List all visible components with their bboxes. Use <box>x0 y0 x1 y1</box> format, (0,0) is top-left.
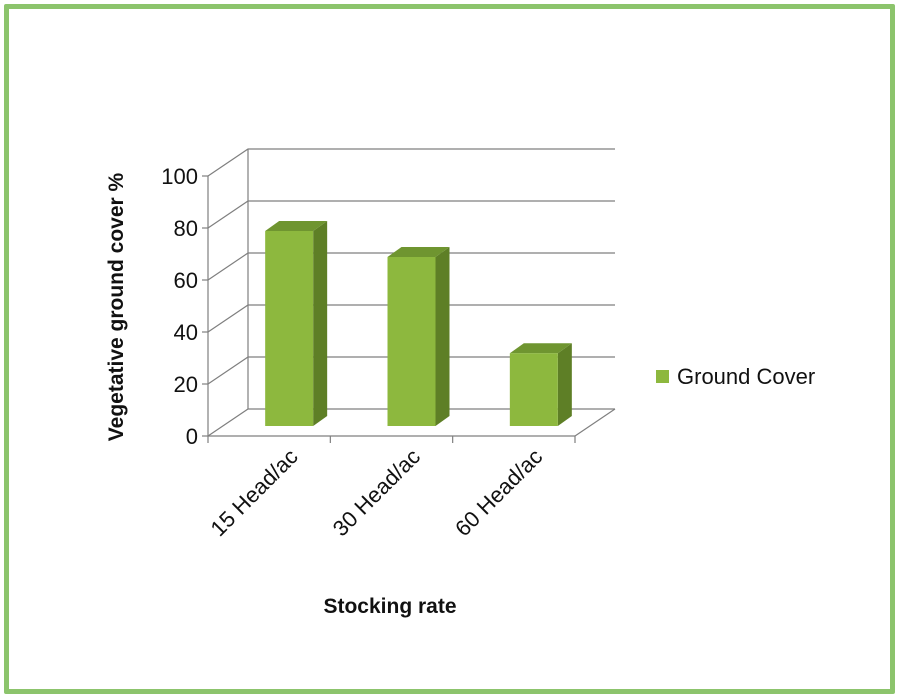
gridline <box>207 148 615 177</box>
y-tick-label: 0 <box>186 424 198 449</box>
bar-top <box>387 247 450 257</box>
y-tick-label: 100 <box>161 164 198 189</box>
bar-side <box>557 343 572 426</box>
y-tick-label: 80 <box>174 216 198 241</box>
legend: Ground Cover <box>656 364 815 389</box>
y-tick-label: 60 <box>174 268 198 293</box>
legend-swatch <box>656 370 669 383</box>
y-tick-label: 40 <box>174 320 198 345</box>
legend-label: Ground Cover <box>677 364 815 389</box>
floor-edge <box>574 408 616 437</box>
y-axis-title: Vegetative ground cover % <box>105 172 128 441</box>
y-tick-label: 20 <box>174 372 198 397</box>
x-category-label: 30 Head/ac <box>328 444 425 541</box>
bar <box>387 247 450 426</box>
bar-front <box>387 257 436 426</box>
bar-top <box>265 221 328 231</box>
x-category-label: 15 Head/ac <box>205 444 302 541</box>
bar-front <box>509 353 558 426</box>
x-axis-title: Stocking rate <box>323 595 456 618</box>
axis-layer <box>202 149 616 443</box>
gridline <box>207 200 615 229</box>
bar <box>265 221 328 426</box>
bar-layer <box>265 221 572 426</box>
bar-front <box>265 231 314 426</box>
x-category-label: 60 Head/ac <box>450 444 547 541</box>
bar <box>509 343 572 426</box>
bar-side <box>313 221 328 426</box>
bar-side <box>435 247 450 426</box>
bar-top <box>509 343 572 354</box>
